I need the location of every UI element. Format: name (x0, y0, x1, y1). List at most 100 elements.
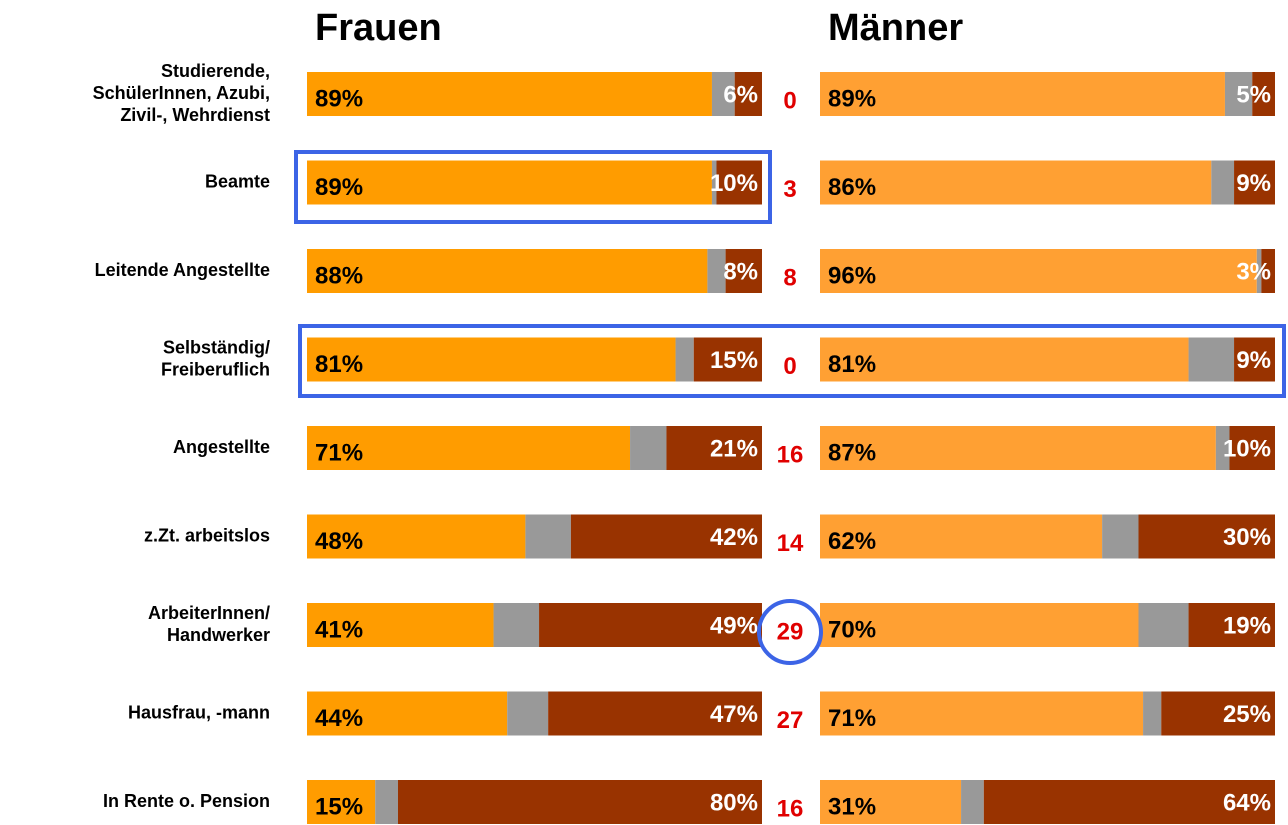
category-label: Hausfrau, -mann (128, 702, 270, 722)
value-label: 89% (828, 85, 876, 112)
bar-segment (539, 603, 762, 647)
bar-segment (1211, 160, 1235, 205)
category-label: z.Zt. arbeitslos (144, 525, 270, 545)
bar-segment (1188, 337, 1235, 382)
bar-segment (1224, 72, 1253, 116)
bar-segment (375, 780, 398, 824)
bar-segment (820, 337, 1189, 382)
value-label: 8% (723, 258, 758, 285)
value-label: 15% (710, 347, 758, 374)
value-label: 89% (315, 85, 363, 112)
bar-segment (725, 249, 762, 293)
value-label: 15% (315, 793, 363, 820)
value-label: 49% (710, 612, 758, 639)
value-label: 19% (1223, 612, 1271, 639)
bar-segment (307, 691, 508, 736)
bar-segment (1215, 426, 1230, 470)
value-label: 71% (315, 439, 363, 466)
bar-segment (820, 160, 1212, 205)
value-label: 10% (1223, 435, 1271, 462)
bar-segment (820, 72, 1225, 116)
bar-segment (1234, 160, 1275, 205)
difference-label: 16 (777, 795, 804, 822)
value-label: 25% (1223, 701, 1271, 728)
bar-segment (716, 160, 762, 205)
difference-label: 0 (783, 87, 796, 114)
bar-segment (820, 249, 1257, 293)
difference-label: 16 (777, 441, 804, 468)
bar-segment (707, 249, 726, 293)
value-label: 89% (315, 174, 363, 201)
difference-label: 14 (777, 530, 804, 557)
value-label: 81% (828, 351, 876, 378)
category-label: Handwerker (167, 625, 270, 645)
bar-segment (630, 426, 667, 470)
bar-segment (675, 337, 694, 382)
bar-segment (307, 514, 526, 559)
highlight-circle (757, 599, 823, 665)
bar-segment (570, 514, 762, 559)
bar-segment (307, 337, 676, 382)
bar-segment (1234, 337, 1275, 382)
bar-segment (307, 72, 712, 116)
value-label: 9% (1236, 170, 1271, 197)
value-label: 80% (710, 789, 758, 816)
category-label: Zivil-, Wehrdienst (120, 105, 270, 125)
bar-segment (1138, 514, 1275, 559)
value-label: 86% (828, 174, 876, 201)
bar-segment (307, 160, 712, 205)
category-label: Selbständig/ (163, 337, 270, 357)
bar-segment (734, 72, 762, 116)
category-label: Beamte (205, 171, 270, 191)
bar-segment (548, 691, 762, 736)
value-label: 70% (828, 616, 876, 643)
bar-segment (983, 780, 1275, 824)
category-label: Freiberuflich (161, 359, 270, 379)
value-label: 6% (723, 81, 758, 108)
bar-segment (1256, 249, 1262, 293)
bar-segment (398, 780, 762, 824)
bar-segment (1188, 603, 1275, 647)
bar-segment (1229, 426, 1275, 470)
bar-segment (820, 780, 962, 824)
difference-label: 29 (777, 618, 804, 645)
bar-segment (307, 603, 494, 647)
bar-segment (1102, 514, 1139, 559)
value-label: 3% (1236, 258, 1271, 285)
bar-segment (711, 160, 717, 205)
bar-segment (711, 72, 735, 116)
bar-segment (820, 426, 1216, 470)
difference-label: 8 (783, 264, 796, 291)
value-label: 10% (710, 170, 758, 197)
value-label: 48% (315, 528, 363, 555)
category-label: ArbeiterInnen/ (148, 603, 270, 623)
bar-segment (1252, 72, 1275, 116)
value-label: 44% (315, 705, 363, 732)
difference-label: 3 (783, 176, 796, 203)
category-label: Leitende Angestellte (95, 260, 270, 280)
value-label: 30% (1223, 524, 1271, 551)
bar-segment (820, 603, 1139, 647)
bar-segment (1143, 691, 1162, 736)
bar-segment (307, 780, 376, 824)
bar-segment (493, 603, 540, 647)
value-label: 5% (1236, 81, 1271, 108)
value-label: 42% (710, 524, 758, 551)
category-label: Angestellte (173, 437, 270, 457)
value-label: 9% (1236, 347, 1271, 374)
value-label: 47% (710, 701, 758, 728)
value-label: 96% (828, 262, 876, 289)
bar-segment (1261, 249, 1275, 293)
value-label: 21% (710, 435, 758, 462)
bar-segment (307, 249, 708, 293)
value-label: 31% (828, 793, 876, 820)
value-label: 41% (315, 616, 363, 643)
bar-segment (525, 514, 571, 559)
bar-segment (307, 426, 631, 470)
bar-segment (693, 337, 762, 382)
panel-title: Frauen (315, 7, 442, 49)
bar-segment (961, 780, 984, 824)
panel-title: Männer (828, 7, 963, 49)
value-label: 62% (828, 528, 876, 555)
bar-segment (1138, 603, 1189, 647)
